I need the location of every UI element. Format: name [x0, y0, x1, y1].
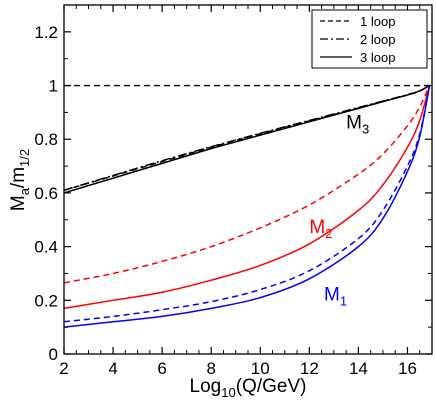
- curve-label-m2-sub: 2: [325, 226, 332, 241]
- y-axis-label-sub1: a: [17, 187, 32, 195]
- x-tick-label: 10: [251, 359, 270, 378]
- legend-label-2-loop: 2 loop: [360, 32, 395, 47]
- series-line-m1-solid: [63, 85, 431, 328]
- legend-label-3-loop: 3 loop: [360, 50, 395, 65]
- curve-label-m1: M1: [324, 284, 347, 308]
- x-tick-label: 2: [59, 359, 68, 378]
- series-line-m2-solid: [63, 85, 431, 310]
- y-axis-label-sub2: 1/2: [17, 149, 32, 167]
- curve-label-m3-main: M: [346, 112, 362, 133]
- curve-label-m2-main: M: [309, 217, 325, 238]
- x-tick-label: 6: [157, 359, 166, 378]
- x-axis-label: Log10(Q/GeV): [190, 376, 307, 400]
- legend: 1 loop 2 loop 3 loop: [311, 9, 428, 69]
- x-axis-label-prefix: Log: [190, 376, 222, 397]
- x-axis-label-suffix: (Q/GeV): [236, 376, 307, 397]
- legend-label-1-loop: 1 loop: [360, 14, 395, 29]
- x-tick-label: 16: [398, 359, 417, 378]
- x-tick-label: 12: [300, 359, 319, 378]
- curve-label-m2: M2: [309, 217, 332, 241]
- plot-frame: [63, 4, 433, 355]
- curve-label-m3-sub: 3: [362, 121, 369, 136]
- y-tick-label: 1: [49, 77, 58, 96]
- y-tick-label: 1.2: [34, 23, 58, 42]
- plot-area: [63, 84, 432, 328]
- y-axis-label-mid: /m: [8, 167, 29, 188]
- series-line-m3-solid: [63, 84, 430, 194]
- y-tick-label: 0.4: [34, 238, 58, 257]
- y-tick-label: 0.8: [34, 130, 58, 149]
- y-tick-label: 0.2: [34, 291, 58, 310]
- y-axis-label: Ma/m1/2: [8, 149, 32, 211]
- y-tick-label: 0.6: [34, 184, 58, 203]
- curve-label-m3: M3: [346, 112, 369, 136]
- series-line-m3-dashed: [63, 84, 430, 191]
- curve-label-m1-main: M: [324, 284, 340, 305]
- x-tick-label: 14: [349, 359, 368, 378]
- x-tick-label: 8: [206, 359, 215, 378]
- series-line-m2-dashed: [63, 85, 431, 284]
- y-tick-label: 0: [49, 345, 58, 364]
- series-line-m1-dashed: [63, 85, 431, 323]
- curve-label-m1-sub: 1: [340, 293, 347, 308]
- x-axis-label-sub: 10: [221, 385, 235, 400]
- x-tick-label: 4: [108, 359, 117, 378]
- y-axis-label-main: M: [8, 195, 29, 211]
